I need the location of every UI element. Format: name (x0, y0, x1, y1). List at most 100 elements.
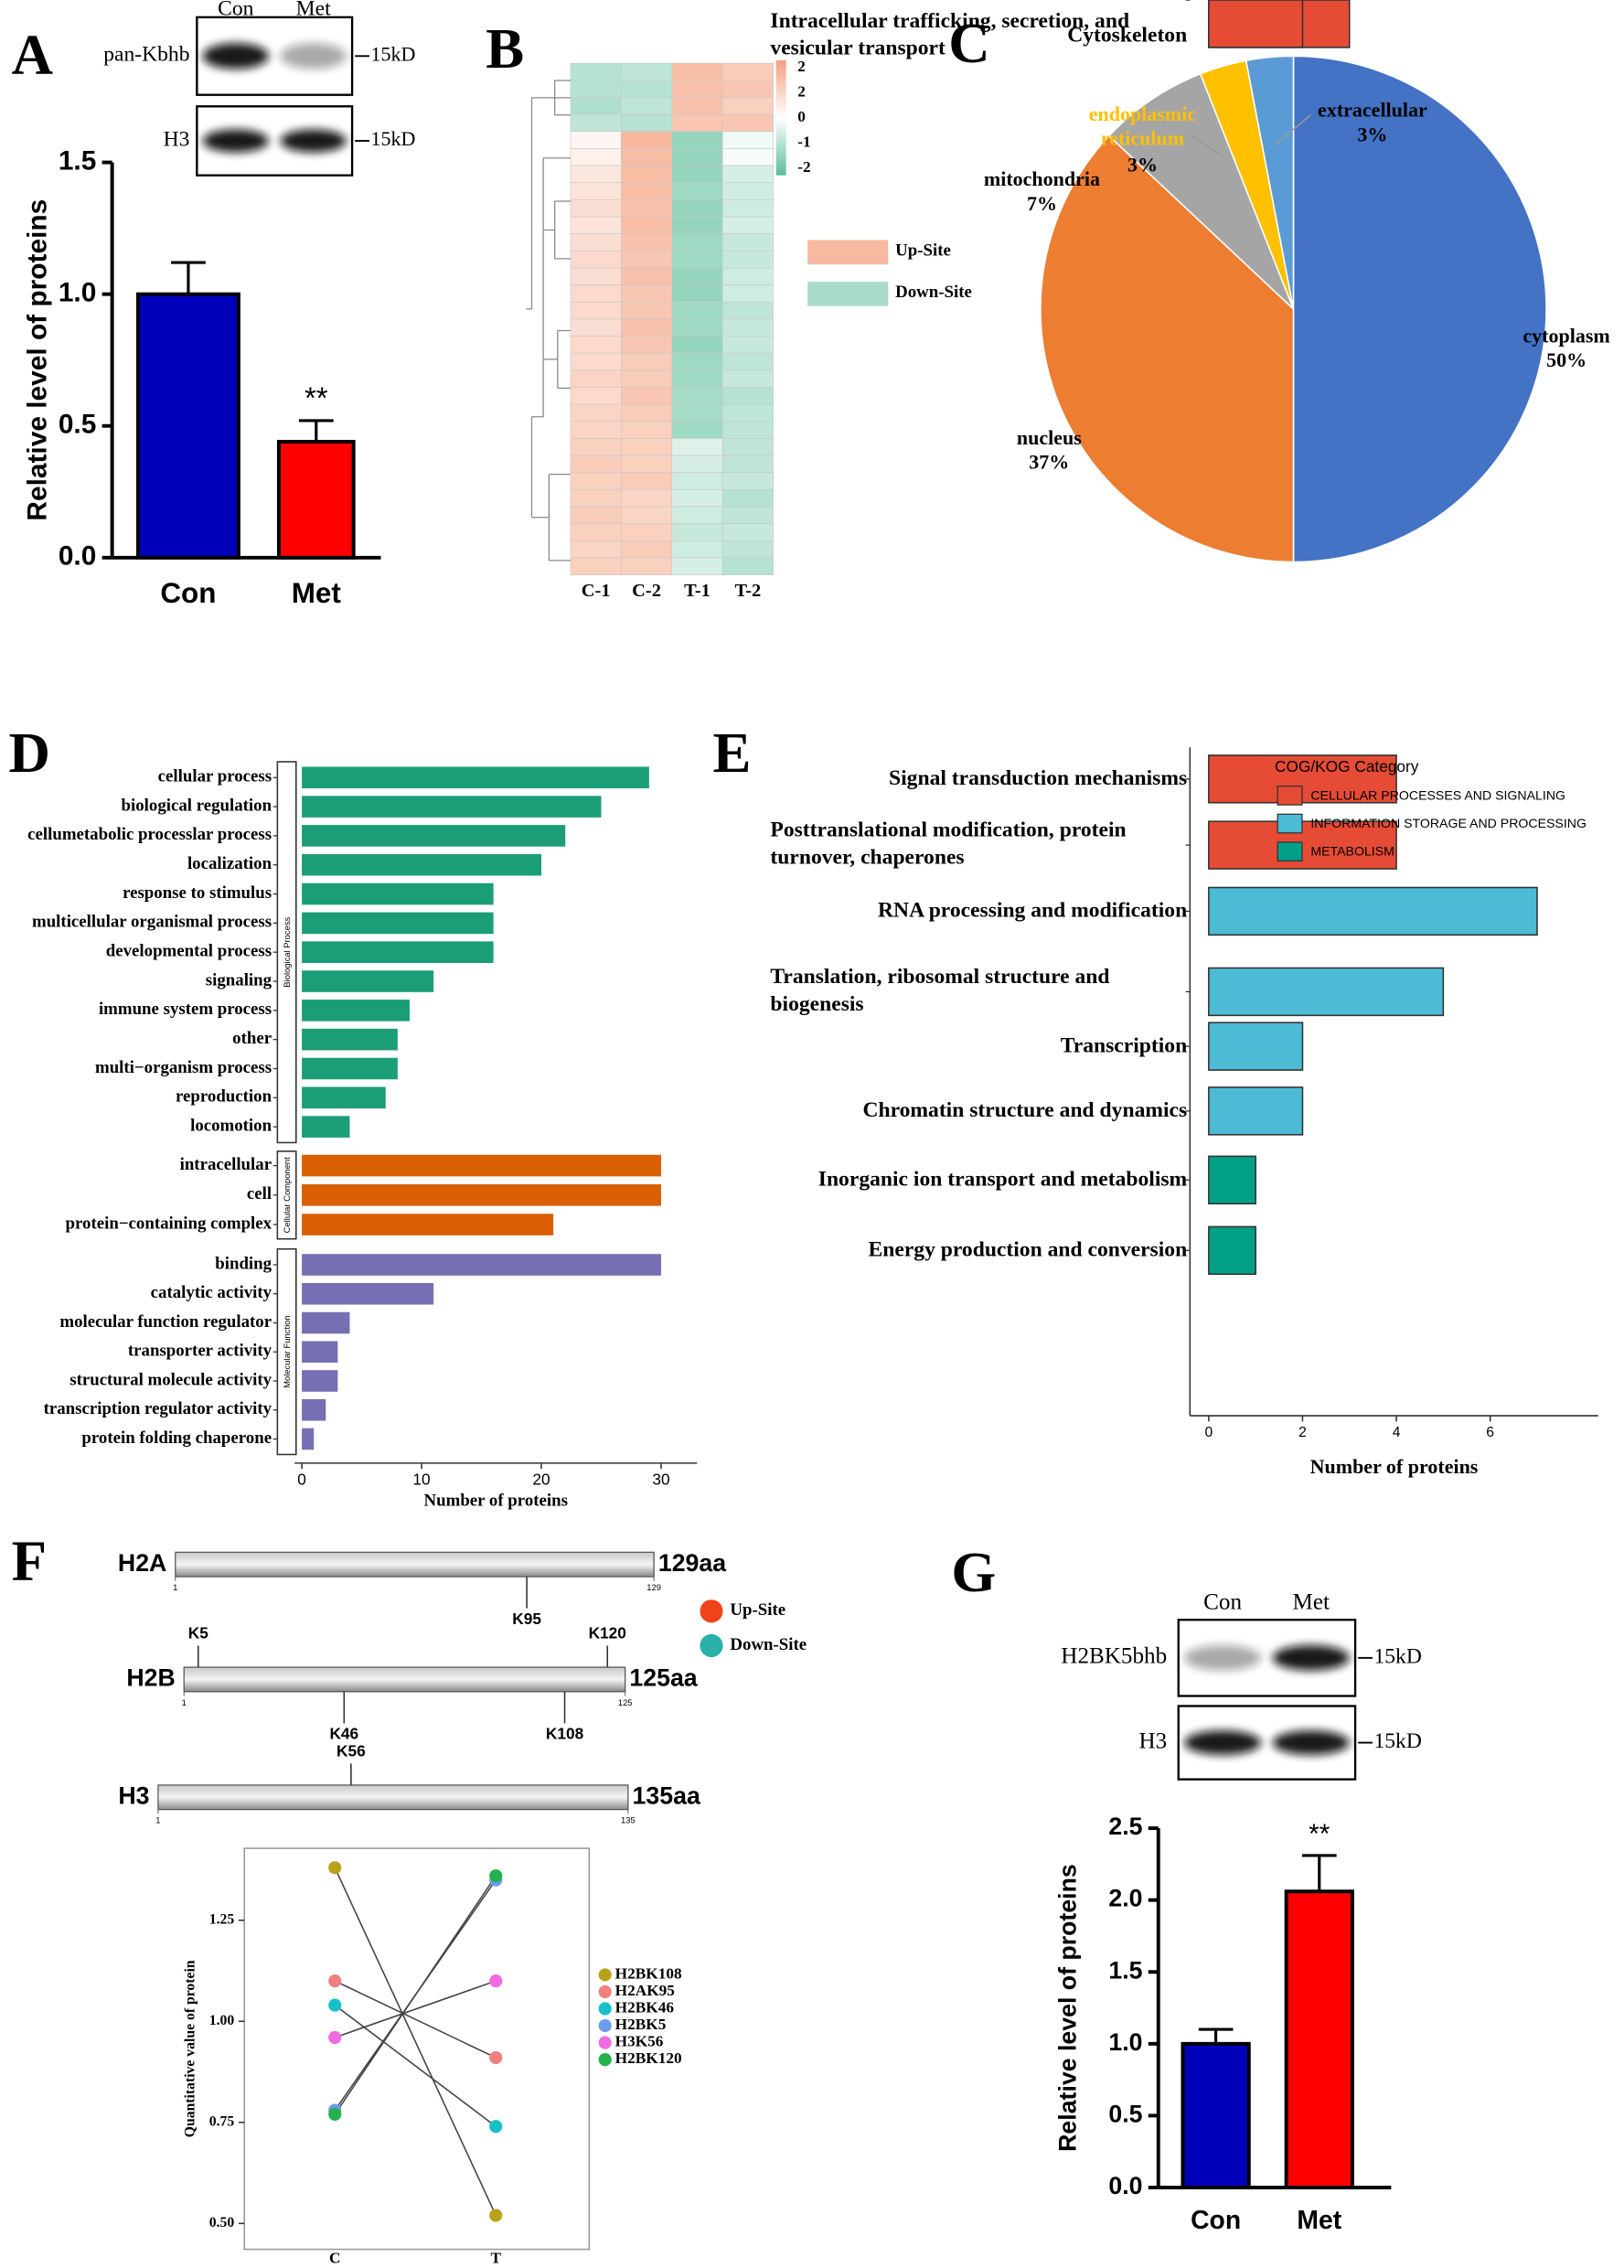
category-label: reproduction (176, 1087, 272, 1107)
label-box: Translation, ribosomal structure and bio… (770, 967, 1109, 1017)
y-tick-label: 0.0 (59, 541, 97, 572)
heat-cell (671, 438, 723, 456)
heat-cell (570, 352, 622, 371)
heat-cell (671, 489, 723, 508)
panel-letter: A (12, 22, 53, 86)
y-tick-label: 1.0 (1108, 2028, 1142, 2056)
heat-cell (570, 301, 622, 320)
heat-cell (721, 455, 774, 474)
column-label: T-1 (684, 581, 710, 601)
plot-frame (243, 1847, 591, 2251)
bar (302, 796, 602, 818)
y-axis-title: Quantitative value of protein (183, 1960, 198, 2137)
bar (302, 1028, 398, 1051)
heat-cell (621, 557, 673, 575)
legend-label: H3K56 (615, 2033, 664, 2050)
heat-cell (721, 352, 774, 371)
legend-label: Down-Site (895, 283, 972, 302)
y-axis-title: Relative level of proteins (22, 199, 52, 521)
pie-slice (1040, 134, 1295, 563)
heat-cell (671, 506, 723, 525)
legend-label: H2BK5 (615, 2016, 667, 2033)
protein-name: H2B (126, 1664, 175, 1691)
bar (302, 1154, 661, 1177)
heat-cell (621, 301, 673, 320)
heat-cell (621, 148, 673, 166)
point (328, 1974, 342, 1988)
label-box: Cytoskeleton (1067, 24, 1187, 47)
blot-label: H2BK5bhb (1061, 1644, 1167, 1669)
bar (1208, 1086, 1304, 1136)
dendrogram (526, 80, 571, 562)
heat-cell (570, 506, 622, 525)
bar (302, 1341, 338, 1364)
bar (302, 883, 494, 905)
heat-cell (570, 438, 622, 456)
heat-cell (671, 318, 723, 337)
point (328, 2107, 342, 2122)
position-label: 129 (646, 1582, 661, 1592)
category-label: multicellular organismal process (32, 913, 272, 932)
heat-cell (570, 336, 622, 354)
heat-cell (721, 148, 774, 166)
heat-cell (570, 403, 622, 423)
category-label: other (232, 1029, 272, 1048)
heat-cell (621, 97, 673, 115)
category-label: localization (187, 854, 272, 873)
heat-cell (621, 165, 673, 184)
bar (276, 440, 356, 560)
heat-cell (570, 165, 622, 184)
legend-marker (700, 1599, 723, 1623)
label-box: RNA processing and modification (878, 899, 1187, 922)
x-axis-title: Number of proteins (1310, 1455, 1479, 1478)
slope-line (334, 2004, 497, 2127)
heat-cell (621, 318, 673, 337)
heat-cell (570, 557, 622, 575)
position-label: 135 (621, 1815, 636, 1825)
heat-cell (671, 387, 723, 405)
slice-value-label: 3% (1357, 123, 1387, 145)
blot-band (1184, 1730, 1262, 1755)
point (489, 1869, 503, 1883)
position-label: 125 (618, 1697, 633, 1707)
heat-cell (671, 165, 723, 184)
slope-line (334, 1980, 497, 2059)
y-tick-label: 2.0 (1108, 1885, 1142, 1912)
category-label: Intracellular trafficking, secretion, an… (770, 10, 1130, 61)
category-label: Transcription (1060, 1033, 1188, 1058)
slice-value-label: 7% (1027, 192, 1057, 215)
x-tick-label: Con (1191, 2205, 1241, 2234)
category-label: molecular function regulator (59, 1312, 272, 1332)
heat-cell (621, 403, 673, 423)
category-label: cellumetabolic processlar process (27, 825, 272, 844)
site-label: K5 (188, 1623, 208, 1642)
x-tick-label: Con (160, 577, 216, 609)
pie-slice (1245, 55, 1295, 310)
heat-cell (671, 523, 723, 541)
bar (302, 766, 649, 789)
heat-cell (570, 148, 622, 166)
size-label: 15kD (371, 127, 416, 150)
category-label: locomotion (190, 1116, 272, 1135)
category-label: multi−organism process (95, 1058, 272, 1077)
heat-cell (671, 369, 723, 388)
heat-cell (570, 284, 622, 303)
point (328, 1861, 342, 1875)
panel-letter: C (948, 11, 989, 75)
heat-cell (570, 421, 622, 439)
y-tick-label: 0.50 (209, 2215, 235, 2231)
heat-cell (570, 540, 622, 559)
legend-swatch (807, 240, 889, 265)
legend-label: H2BK120 (615, 2049, 682, 2067)
category-label: catalytic activity (151, 1283, 272, 1302)
bar (302, 1311, 350, 1334)
position-label: 1 (173, 1582, 177, 1592)
legend-marker (598, 1984, 612, 1999)
x-tick-label: 0 (1204, 1425, 1213, 1440)
heat-cell (671, 540, 723, 559)
leader-line (1189, 114, 1311, 156)
category-label: response to stimulus (123, 883, 272, 903)
heat-cell (621, 199, 673, 218)
slope-line (334, 1875, 497, 2115)
bar (1208, 967, 1445, 1017)
